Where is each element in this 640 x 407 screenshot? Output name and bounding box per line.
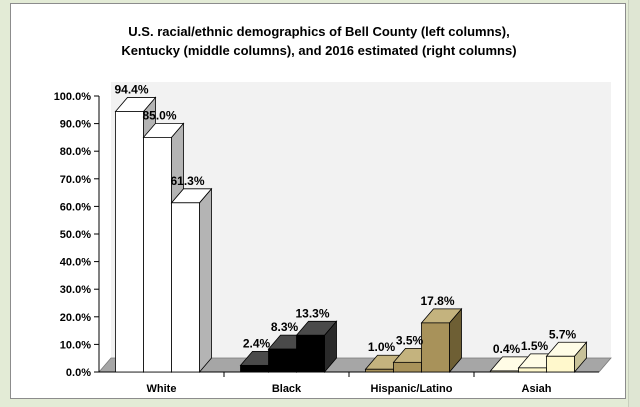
chart-frame: U.S. racial/ethnic demographics of Bell …: [10, 3, 626, 399]
y-tick-label: 80.0%: [60, 146, 91, 158]
chart-title-line-1: U.S. racial/ethnic demographics of Bell …: [128, 24, 510, 39]
y-tick-label: 100.0%: [54, 91, 92, 103]
bar-0-1: [143, 136, 172, 373]
bar-1-2: [296, 334, 325, 373]
chart-title-line-2: Kentucky (middle columns), and 2016 esti…: [121, 43, 517, 58]
data-label: 1.5%: [521, 339, 549, 353]
chart-title: U.S. racial/ethnic demographics of Bell …: [11, 22, 627, 60]
bar-side-0-2: [199, 187, 212, 374]
data-label: 17.8%: [420, 294, 454, 308]
y-tick-label: 0.0%: [66, 367, 91, 379]
y-tick-label: 50.0%: [60, 229, 91, 241]
bar-2-0: [365, 368, 394, 373]
data-label: 85.0%: [142, 108, 176, 122]
data-label: 8.3%: [271, 320, 299, 334]
x-category-label: White: [147, 383, 177, 395]
y-tick-label: 70.0%: [60, 174, 91, 186]
y-tick-label: 30.0%: [60, 284, 91, 296]
y-tick-label: 20.0%: [60, 312, 91, 324]
y-tick-label: 40.0%: [60, 257, 91, 269]
data-label: 94.4%: [114, 82, 148, 96]
bar-0-0: [115, 111, 144, 373]
bar-2-1: [393, 361, 422, 373]
window-edge: [628, 0, 640, 407]
x-category-label: Black: [272, 383, 302, 395]
data-label: 3.5%: [396, 333, 424, 347]
data-label: 5.7%: [549, 327, 577, 341]
bar-1-1: [268, 348, 297, 373]
bar-2-2: [421, 322, 450, 373]
plot-area: 0.0% 10.0% 20.0% 30.0% 40.0% 50.0% 60.0% 70.0% 8…: [54, 82, 612, 395]
x-category-label: Asiah: [522, 383, 552, 395]
data-label: 1.0%: [368, 340, 396, 354]
data-label: 13.3%: [295, 306, 329, 320]
bar-3-2: [546, 355, 575, 373]
bar-3-1: [518, 367, 547, 373]
data-label: 61.3%: [170, 174, 204, 188]
bar-0-2: [171, 202, 200, 373]
data-label: 0.4%: [493, 342, 521, 356]
back-wall: [111, 82, 611, 358]
x-category-label: Hispanic/Latino: [371, 383, 453, 395]
y-tick-label: 90.0%: [60, 119, 91, 131]
bar-1-0: [240, 364, 269, 373]
y-tick-label: 60.0%: [60, 201, 91, 213]
bar-3-0: [490, 370, 519, 373]
data-label: 2.4%: [243, 336, 271, 350]
y-tick-label: 10.0%: [60, 339, 91, 351]
